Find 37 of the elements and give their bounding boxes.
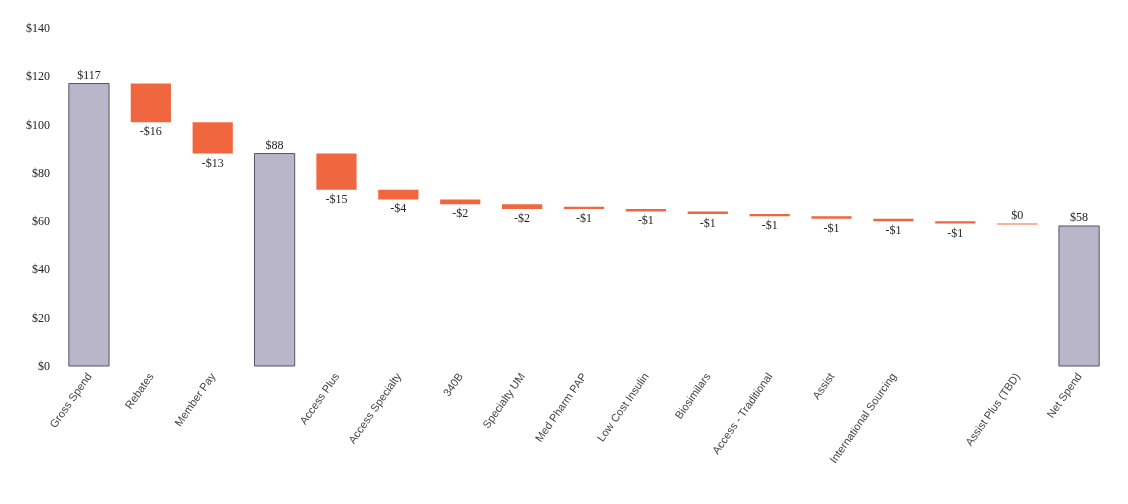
data-label: -$1 <box>699 215 716 230</box>
data-label: -$1 <box>576 211 592 226</box>
data-label: $117 <box>77 67 101 82</box>
bar <box>687 211 728 214</box>
data-label: -$4 <box>390 201 407 216</box>
data-label: $88 <box>265 137 284 152</box>
bar <box>502 204 543 210</box>
data-label: -$2 <box>452 206 469 221</box>
data-label: -$1 <box>637 213 654 228</box>
y-tick-label: $80 <box>32 165 50 180</box>
y-tick-label: $140 <box>26 21 50 35</box>
bar <box>378 189 419 200</box>
data-label: -$15 <box>325 191 348 206</box>
y-tick-label: $120 <box>26 69 50 84</box>
bar <box>935 221 976 224</box>
data-label: $0 <box>1011 207 1024 222</box>
data-label: -$1 <box>761 218 778 233</box>
data-label: -$1 <box>947 225 964 240</box>
data-label: -$13 <box>201 155 224 170</box>
data-label: -$1 <box>823 220 840 235</box>
y-tick-label: $0 <box>38 359 50 373</box>
data-label: -$1 <box>885 223 902 238</box>
bar <box>130 83 171 123</box>
y-tick-label: $60 <box>32 214 50 229</box>
y-tick-label: $40 <box>32 262 50 277</box>
data-label: -$2 <box>514 211 531 226</box>
y-tick-label: $20 <box>32 310 50 325</box>
bar <box>192 122 233 154</box>
bar <box>253 153 296 367</box>
data-label: $58 <box>1070 209 1089 224</box>
bar <box>316 153 357 190</box>
data-label: -$16 <box>139 124 162 139</box>
bar <box>811 216 852 219</box>
y-tick-label: $100 <box>26 117 50 132</box>
bar <box>1058 225 1100 367</box>
bar <box>440 199 481 205</box>
bar <box>68 83 110 367</box>
